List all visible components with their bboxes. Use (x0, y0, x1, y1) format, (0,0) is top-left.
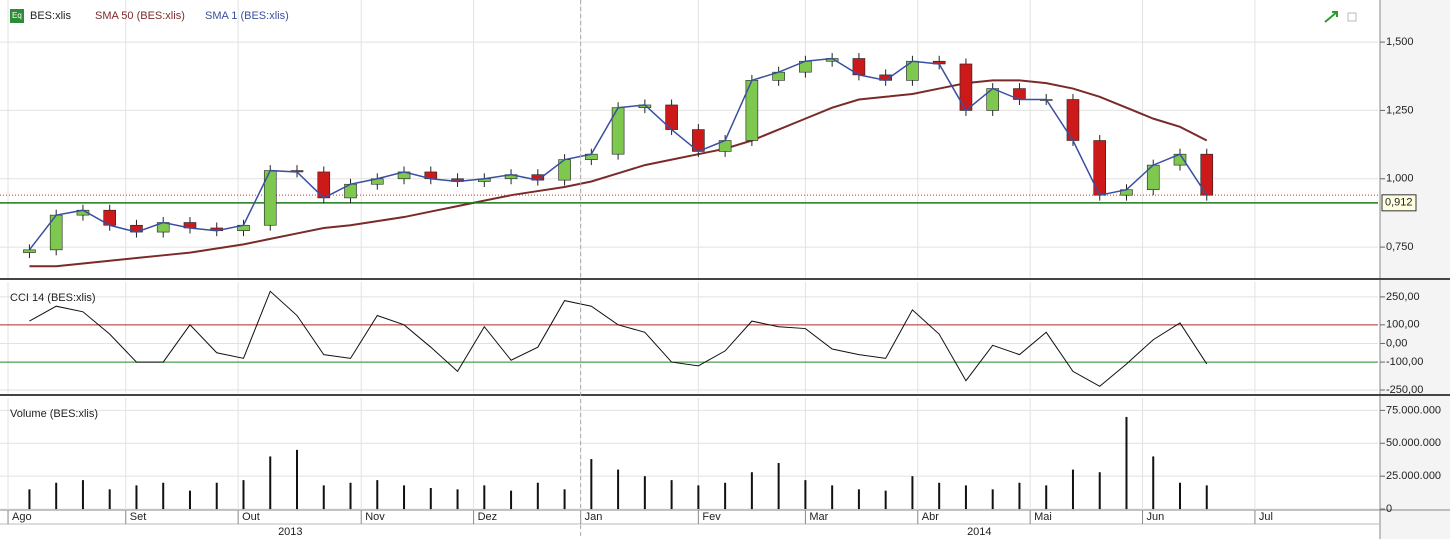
volume-bar (1178, 482, 1181, 510)
y-tick-label: 1,250 (1386, 104, 1414, 116)
x-tick-label: Fev (702, 511, 721, 523)
legend-entry[interactable]: BES:xlis (30, 10, 71, 22)
volume-bar (108, 489, 111, 510)
volume-bar (429, 488, 432, 510)
x-tick-label: Ago (12, 511, 32, 523)
volume-bar (1071, 469, 1074, 510)
legend-entry[interactable]: SMA 50 (BES:xlis) (95, 10, 185, 22)
volume-bar (1045, 485, 1048, 510)
volume-bar (188, 490, 191, 510)
volume-bar (670, 480, 673, 510)
year-label: 2013 (278, 526, 302, 538)
volume-bar (269, 456, 272, 510)
volume-bar (1205, 485, 1208, 510)
volume-bar (403, 485, 406, 510)
year-label: 2014 (967, 526, 991, 538)
volume-bar (456, 489, 459, 510)
volume-bar (964, 485, 967, 510)
volume-bar (510, 490, 513, 510)
window-button[interactable] (1347, 12, 1357, 22)
x-tick-label: Mar (809, 511, 828, 523)
x-tick-label: Abr (922, 511, 939, 523)
candle-body (23, 249, 36, 253)
volume-bar (536, 482, 539, 510)
x-tick-label: Dez (478, 511, 498, 523)
y-tick-label: 50.000.000 (1386, 437, 1441, 449)
y-tick-label: -100,00 (1386, 356, 1423, 368)
y-tick-label: 250,00 (1386, 291, 1420, 303)
symbol-icon[interactable] (10, 9, 24, 23)
volume-bar (1018, 482, 1021, 510)
x-tick-label: Mai (1034, 511, 1052, 523)
sma-line (29, 79, 1208, 268)
volume-bar (617, 469, 620, 510)
volume-bar (724, 482, 727, 510)
y-tick-label: 0 (1386, 503, 1392, 515)
y-tick-label: 0,00 (1386, 337, 1407, 349)
y-tick-label: -250,00 (1386, 384, 1423, 396)
price-label: 0,912 (1385, 197, 1413, 209)
y-tick-label: 25.000.000 (1386, 470, 1441, 482)
y-tick-label: 100,00 (1386, 319, 1420, 331)
volume-bar (1098, 472, 1101, 510)
volume-bar (135, 485, 138, 510)
volume-bar (1152, 456, 1155, 510)
volume-bar (831, 485, 834, 510)
volume-bar (590, 459, 593, 510)
volume-bar (697, 485, 700, 510)
volume-bar (777, 463, 780, 510)
y-tick-label: 1,000 (1386, 173, 1414, 185)
y-tick-label: 75.000.000 (1386, 404, 1441, 416)
x-tick-label: Set (130, 511, 147, 523)
panel-title[interactable]: Volume (BES:xlis) (10, 408, 98, 420)
axis-strip (1380, 0, 1450, 539)
volume-bar (991, 489, 994, 510)
volume-bar (750, 472, 753, 510)
volume-bar (483, 485, 486, 510)
price-label-box (1381, 194, 1417, 212)
x-tick-label: Jul (1259, 511, 1273, 523)
icon-glyph: Eq (12, 11, 22, 20)
y-tick-label: 0,750 (1386, 241, 1414, 253)
volume-bar (938, 482, 941, 510)
volume-bar (804, 480, 807, 510)
volume-bar (55, 482, 58, 510)
x-tick-label: Jun (1147, 511, 1165, 523)
volume-bar (242, 480, 245, 510)
sma1-line (28, 57, 1208, 251)
volume-bar (296, 449, 299, 510)
x-tick-label: Out (242, 511, 260, 523)
x-tick-label: Nov (365, 511, 385, 523)
volume-bar (162, 482, 165, 510)
volume-bar (1125, 416, 1128, 510)
volume-bar (376, 480, 379, 510)
volume-bar (884, 490, 887, 510)
trend-icon[interactable] (1324, 11, 1338, 23)
volume-bar (563, 489, 566, 510)
volume-bar (322, 485, 325, 510)
volume-bar (643, 476, 646, 510)
volume-bar (911, 476, 914, 510)
volume-bar (81, 480, 84, 510)
y-tick-label: 1,500 (1386, 36, 1414, 48)
volume-bar (215, 482, 218, 510)
volume-bar (349, 482, 352, 510)
volume-bar (857, 489, 860, 510)
cci-line (29, 290, 1208, 387)
volume-bar (28, 489, 31, 510)
legend-entry[interactable]: SMA 1 (BES:xlis) (205, 10, 289, 22)
x-tick-label: Jan (585, 511, 603, 523)
panel-title[interactable]: CCI 14 (BES:xlis) (10, 292, 96, 304)
